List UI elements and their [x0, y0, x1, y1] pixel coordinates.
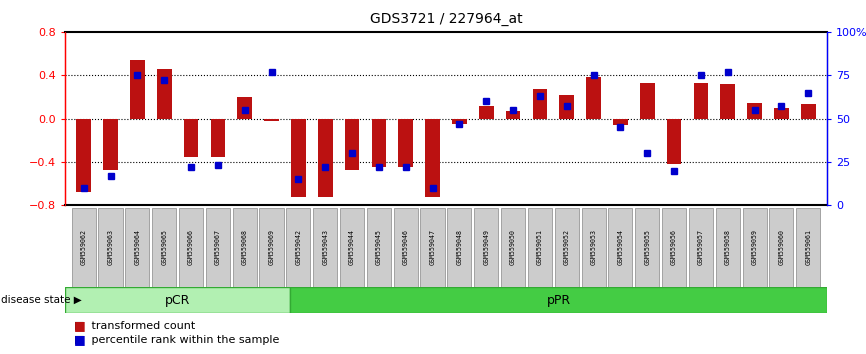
FancyBboxPatch shape	[501, 208, 525, 287]
FancyBboxPatch shape	[206, 208, 230, 287]
Text: GSM559044: GSM559044	[349, 229, 355, 265]
Text: pPR: pPR	[546, 293, 571, 307]
FancyBboxPatch shape	[65, 287, 290, 313]
FancyBboxPatch shape	[179, 208, 204, 287]
Text: GSM559059: GSM559059	[752, 229, 758, 265]
Bar	[747, 103, 762, 119]
Text: GSM559067: GSM559067	[215, 229, 221, 265]
Text: GSM559066: GSM559066	[188, 229, 194, 265]
Text: GSM559048: GSM559048	[456, 229, 462, 265]
Bar	[291, 119, 306, 197]
Bar	[694, 83, 708, 119]
FancyBboxPatch shape	[340, 208, 364, 287]
Bar	[667, 119, 682, 164]
FancyBboxPatch shape	[662, 208, 686, 287]
Text: GSM559057: GSM559057	[698, 229, 704, 265]
FancyBboxPatch shape	[99, 208, 123, 287]
Bar	[533, 89, 547, 119]
Bar	[103, 119, 118, 170]
Bar	[157, 69, 171, 119]
FancyBboxPatch shape	[448, 208, 471, 287]
Text: GSM559063: GSM559063	[107, 229, 113, 265]
FancyBboxPatch shape	[233, 208, 257, 287]
Text: GSM559052: GSM559052	[564, 229, 570, 265]
Text: GSM559049: GSM559049	[483, 229, 489, 265]
Text: GSM559050: GSM559050	[510, 229, 516, 265]
Text: GDS3721 / 227964_at: GDS3721 / 227964_at	[370, 12, 522, 27]
Text: ■: ■	[74, 319, 89, 332]
Text: GSM559065: GSM559065	[161, 229, 167, 265]
Bar	[586, 78, 601, 119]
Text: GSM559046: GSM559046	[403, 229, 409, 265]
FancyBboxPatch shape	[581, 208, 605, 287]
FancyBboxPatch shape	[796, 208, 820, 287]
Text: GSM559062: GSM559062	[81, 229, 87, 265]
Text: GSM559060: GSM559060	[779, 229, 785, 265]
Text: GSM559068: GSM559068	[242, 229, 248, 265]
FancyBboxPatch shape	[635, 208, 659, 287]
FancyBboxPatch shape	[72, 208, 96, 287]
FancyBboxPatch shape	[769, 208, 793, 287]
Text: GSM559045: GSM559045	[376, 229, 382, 265]
Text: GSM559069: GSM559069	[268, 229, 275, 265]
Text: GSM559064: GSM559064	[134, 229, 140, 265]
FancyBboxPatch shape	[475, 208, 498, 287]
Bar	[372, 119, 386, 167]
FancyBboxPatch shape	[290, 287, 827, 313]
Text: GSM559043: GSM559043	[322, 229, 328, 265]
Bar	[76, 119, 91, 192]
Bar	[318, 119, 333, 197]
FancyBboxPatch shape	[554, 208, 578, 287]
Bar	[452, 119, 467, 124]
FancyBboxPatch shape	[394, 208, 417, 287]
FancyBboxPatch shape	[287, 208, 311, 287]
Text: GSM559056: GSM559056	[671, 229, 677, 265]
Bar	[237, 97, 252, 119]
FancyBboxPatch shape	[313, 208, 338, 287]
FancyBboxPatch shape	[608, 208, 632, 287]
Text: GSM559042: GSM559042	[295, 229, 301, 265]
Bar	[210, 119, 225, 156]
FancyBboxPatch shape	[126, 208, 150, 287]
Bar	[425, 119, 440, 197]
Text: pCR: pCR	[165, 293, 191, 307]
Text: disease state ▶: disease state ▶	[1, 295, 81, 305]
Bar	[559, 95, 574, 119]
Bar	[130, 60, 145, 119]
Text: ■  percentile rank within the sample: ■ percentile rank within the sample	[74, 335, 279, 345]
Bar	[345, 119, 359, 170]
Bar	[801, 104, 816, 119]
Bar	[184, 119, 198, 156]
Text: GSM559055: GSM559055	[644, 229, 650, 265]
Text: GSM559047: GSM559047	[430, 229, 436, 265]
Bar	[398, 119, 413, 167]
FancyBboxPatch shape	[260, 208, 284, 287]
Text: GSM559054: GSM559054	[617, 229, 624, 265]
FancyBboxPatch shape	[688, 208, 713, 287]
Text: GSM559061: GSM559061	[805, 229, 811, 265]
Bar	[640, 83, 655, 119]
Bar	[264, 119, 279, 121]
Text: ■  transformed count: ■ transformed count	[74, 321, 195, 331]
Text: GSM559053: GSM559053	[591, 229, 597, 265]
FancyBboxPatch shape	[742, 208, 766, 287]
FancyBboxPatch shape	[421, 208, 444, 287]
FancyBboxPatch shape	[528, 208, 552, 287]
FancyBboxPatch shape	[715, 208, 740, 287]
Text: GSM559051: GSM559051	[537, 229, 543, 265]
Bar	[506, 111, 520, 119]
FancyBboxPatch shape	[367, 208, 391, 287]
Text: GSM559058: GSM559058	[725, 229, 731, 265]
Bar	[721, 84, 735, 119]
Bar	[479, 105, 494, 119]
Bar	[774, 108, 789, 119]
FancyBboxPatch shape	[152, 208, 177, 287]
Text: ■: ■	[74, 333, 89, 346]
Bar	[613, 119, 628, 125]
